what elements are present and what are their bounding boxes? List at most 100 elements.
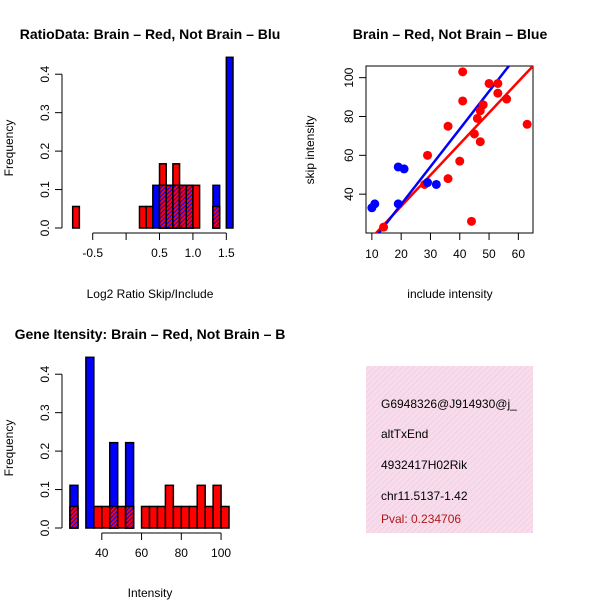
brain-bar (145, 205, 154, 229)
y-tick-label: 0.3 (38, 104, 52, 121)
brain-bar (188, 505, 198, 529)
x-tick-label: 1.5 (218, 246, 235, 260)
brain-bar (164, 484, 175, 529)
y-tick-label: 0.0 (38, 219, 52, 236)
brain-bar (196, 484, 206, 529)
y-tick-label: 80 (342, 109, 356, 123)
brain-bar (220, 505, 230, 529)
ratio-y-label: Frequency (2, 120, 16, 177)
y-tick-label: 0.1 (38, 181, 52, 198)
ratio-x-label: Log2 Ratio Skip/Include (87, 287, 214, 301)
overlap-bar (172, 184, 181, 229)
overlap-bar (108, 505, 119, 529)
scatter-fit-lines (374, 66, 533, 233)
brain-point (443, 174, 453, 184)
info-location: chr11.5137-1.42 (381, 489, 468, 503)
scatter-plot-box (365, 65, 534, 234)
x-tick-label: -0.5 (82, 246, 103, 260)
brain-point (458, 96, 468, 106)
brain-bar (140, 505, 151, 529)
scatter-x-label: include intensity (407, 287, 492, 301)
x-tick-label: 60 (512, 247, 526, 261)
scatter-y-ticks: 40 60 80 100 (342, 67, 366, 201)
ratio-y-ticks: 0.0 0.1 0.2 0.3 0.4 (38, 66, 62, 236)
overlap-bar (69, 505, 79, 529)
info-probe-id: G6948326@J914930@j_ (381, 397, 517, 411)
scatter-x-ticks: 10 20 30 40 50 60 (365, 233, 525, 261)
info-gene-name: 4932417H02Rik (381, 458, 468, 472)
overlap-bar (124, 505, 135, 529)
y-tick-label: 0.1 (38, 481, 52, 498)
x-tick-label: 30 (424, 247, 438, 261)
not-brain-point (393, 199, 403, 209)
intensity-histogram-bars (69, 356, 230, 529)
scatter-panel: Brain – Red, Not Brain – Blue 10 20 30 40 50… (303, 26, 547, 301)
brain-bar (101, 505, 111, 529)
not-brain-fit-line (377, 66, 511, 233)
not-brain-bar (152, 184, 161, 229)
not-brain-point (431, 179, 441, 189)
ratio-x-ticks: -0.5 0.5 1.0 1.5 (82, 233, 235, 260)
x-tick-label: 100 (211, 546, 231, 560)
brain-point (469, 129, 479, 139)
brain-point (455, 156, 465, 166)
y-tick-label: 0.3 (38, 404, 52, 421)
ratio-histogram-panel: RatioData: Brain – Red, Not Brain – Blu … (2, 26, 280, 301)
x-tick-label: 40 (453, 247, 467, 261)
brain-point (493, 78, 503, 88)
x-tick-label: 10 (365, 247, 379, 261)
not-brain-point (423, 178, 433, 188)
brain-bar (212, 484, 222, 529)
y-tick-label: 0.2 (38, 442, 52, 459)
brain-bar (138, 205, 147, 229)
overlap-bar (158, 184, 167, 229)
x-tick-label: 50 (482, 247, 496, 261)
brain-point (478, 100, 488, 110)
brain-bar (116, 505, 127, 529)
x-tick-label: 40 (95, 546, 109, 560)
overlap-bar (165, 184, 174, 229)
brain-bar (180, 505, 191, 529)
info-panel-background (366, 366, 533, 533)
x-tick-label: 80 (175, 546, 189, 560)
not-brain-bar (225, 56, 234, 229)
y-tick-label: 60 (342, 148, 356, 162)
overlap-bar (178, 184, 187, 229)
not-brain-point (399, 164, 409, 174)
brain-point (379, 222, 389, 232)
brain-point (493, 88, 503, 98)
ratio-histogram-title: RatioData: Brain – Red, Not Brain – Blu (20, 26, 281, 42)
brain-bar (93, 505, 103, 529)
brain-point (484, 78, 494, 88)
overlap-bar (212, 205, 221, 229)
x-tick-label: 1.0 (185, 246, 202, 260)
y-tick-label: 0.0 (38, 519, 52, 536)
intensity-histogram-title: Gene Itensity: Brain – Red, Not Brain – … (15, 326, 286, 342)
brain-bar (204, 505, 214, 529)
brain-bar (156, 505, 167, 529)
ratio-histogram-bars (71, 56, 234, 229)
brain-point (475, 137, 485, 147)
brain-bar (192, 184, 201, 229)
x-tick-label: 60 (135, 546, 149, 560)
intensity-x-ticks: 40 60 80 100 (95, 533, 231, 560)
y-tick-label: 0.2 (38, 142, 52, 159)
intensity-histogram-panel: Gene Itensity: Brain – Red, Not Brain – … (2, 326, 285, 600)
overlap-bar (185, 184, 194, 229)
brain-bar (172, 505, 183, 529)
brain-point (423, 150, 433, 160)
not-brain-point (370, 199, 380, 209)
brain-bar (71, 205, 81, 229)
scatter-title: Brain – Red, Not Brain – Blue (353, 26, 548, 42)
brain-point (443, 121, 453, 131)
not-brain-bar (85, 356, 95, 529)
brain-point (458, 67, 468, 77)
info-event-type: altTxEnd (381, 427, 428, 441)
intensity-y-ticks: 0.0 0.1 0.2 0.3 0.4 (38, 366, 62, 536)
x-tick-label: 0.5 (151, 246, 168, 260)
brain-point (502, 94, 512, 104)
x-tick-label: 20 (394, 247, 408, 261)
scatter-points (367, 67, 532, 232)
info-pvalue: Pval: 0.234706 (381, 512, 461, 526)
